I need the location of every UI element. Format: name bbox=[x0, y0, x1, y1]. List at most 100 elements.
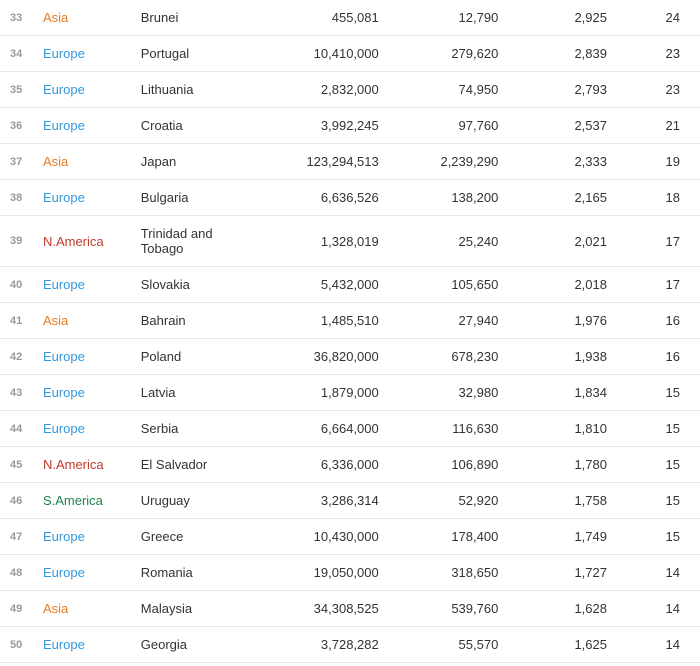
value-cell-1: 2,832,000 bbox=[254, 72, 384, 108]
continent-link[interactable]: N.America bbox=[37, 216, 135, 267]
value-cell-2: 74,950 bbox=[385, 72, 505, 108]
country-cell: Croatia bbox=[135, 108, 255, 144]
continent-link[interactable]: Asia bbox=[37, 144, 135, 180]
value-cell-4: 14 bbox=[613, 591, 700, 627]
value-cell-3: 1,749 bbox=[504, 519, 613, 555]
value-cell-3: 2,018 bbox=[504, 267, 613, 303]
value-cell-4: 23 bbox=[613, 36, 700, 72]
value-cell-3: 2,839 bbox=[504, 36, 613, 72]
rank-cell: 46 bbox=[0, 483, 37, 519]
country-cell: Slovakia bbox=[135, 267, 255, 303]
value-cell-4: 15 bbox=[613, 483, 700, 519]
value-cell-4: 21 bbox=[613, 108, 700, 144]
value-cell-2: 678,230 bbox=[385, 339, 505, 375]
continent-link[interactable]: Asia bbox=[37, 303, 135, 339]
value-cell-4: 15 bbox=[613, 375, 700, 411]
country-cell: Romania bbox=[135, 555, 255, 591]
value-cell-1: 6,664,000 bbox=[254, 411, 384, 447]
value-cell-2: 52,920 bbox=[385, 483, 505, 519]
table-row: 37AsiaJapan123,294,5132,239,2902,33319 bbox=[0, 144, 700, 180]
rank-cell: 35 bbox=[0, 72, 37, 108]
value-cell-2: 178,400 bbox=[385, 519, 505, 555]
rank-cell: 41 bbox=[0, 303, 37, 339]
table-row: 42EuropePoland36,820,000678,2301,93816 bbox=[0, 339, 700, 375]
rank-cell: 49 bbox=[0, 591, 37, 627]
table-row: 49AsiaMalaysia34,308,525539,7601,62814 bbox=[0, 591, 700, 627]
country-cell: Japan bbox=[135, 144, 255, 180]
country-cell: Lithuania bbox=[135, 72, 255, 108]
value-cell-1: 19,050,000 bbox=[254, 555, 384, 591]
country-cell: Bahrain bbox=[135, 303, 255, 339]
continent-link[interactable]: Europe bbox=[37, 411, 135, 447]
continent-link[interactable]: Europe bbox=[37, 36, 135, 72]
continent-link[interactable]: Europe bbox=[37, 108, 135, 144]
table-row: 43EuropeLatvia1,879,00032,9801,83415 bbox=[0, 375, 700, 411]
value-cell-3: 2,333 bbox=[504, 144, 613, 180]
value-cell-1: 3,992,245 bbox=[254, 108, 384, 144]
continent-link[interactable]: Asia bbox=[37, 591, 135, 627]
value-cell-3: 1,628 bbox=[504, 591, 613, 627]
value-cell-4: 14 bbox=[613, 555, 700, 591]
value-cell-1: 36,820,000 bbox=[254, 339, 384, 375]
country-cell: El Salvador bbox=[135, 447, 255, 483]
value-cell-1: 1,485,510 bbox=[254, 303, 384, 339]
rank-cell: 37 bbox=[0, 144, 37, 180]
value-cell-1: 1,328,019 bbox=[254, 216, 384, 267]
value-cell-2: 279,620 bbox=[385, 36, 505, 72]
value-cell-3: 1,938 bbox=[504, 339, 613, 375]
data-table: 33AsiaBrunei455,08112,7902,9252434Europe… bbox=[0, 0, 700, 663]
value-cell-4: 16 bbox=[613, 339, 700, 375]
table-row: 33AsiaBrunei455,08112,7902,92524 bbox=[0, 0, 700, 36]
country-cell: Brunei bbox=[135, 0, 255, 36]
continent-link[interactable]: Asia bbox=[37, 0, 135, 36]
table-row: 35EuropeLithuania2,832,00074,9502,79323 bbox=[0, 72, 700, 108]
continent-link[interactable]: Europe bbox=[37, 267, 135, 303]
country-cell: Bulgaria bbox=[135, 180, 255, 216]
value-cell-3: 2,793 bbox=[504, 72, 613, 108]
value-cell-2: 2,239,290 bbox=[385, 144, 505, 180]
continent-link[interactable]: Europe bbox=[37, 180, 135, 216]
value-cell-1: 10,410,000 bbox=[254, 36, 384, 72]
rank-cell: 42 bbox=[0, 339, 37, 375]
value-cell-2: 116,630 bbox=[385, 411, 505, 447]
country-cell: Uruguay bbox=[135, 483, 255, 519]
value-cell-4: 17 bbox=[613, 216, 700, 267]
rank-cell: 36 bbox=[0, 108, 37, 144]
table-row: 44EuropeSerbia6,664,000116,6301,81015 bbox=[0, 411, 700, 447]
table-row: 36EuropeCroatia3,992,24597,7602,53721 bbox=[0, 108, 700, 144]
table-row: 45N.AmericaEl Salvador6,336,000106,8901,… bbox=[0, 447, 700, 483]
value-cell-2: 318,650 bbox=[385, 555, 505, 591]
value-cell-4: 16 bbox=[613, 303, 700, 339]
value-cell-2: 32,980 bbox=[385, 375, 505, 411]
value-cell-4: 14 bbox=[613, 627, 700, 663]
value-cell-3: 1,727 bbox=[504, 555, 613, 591]
value-cell-1: 10,430,000 bbox=[254, 519, 384, 555]
country-cell: Latvia bbox=[135, 375, 255, 411]
rank-cell: 45 bbox=[0, 447, 37, 483]
continent-link[interactable]: S.America bbox=[37, 483, 135, 519]
country-cell: Georgia bbox=[135, 627, 255, 663]
value-cell-4: 18 bbox=[613, 180, 700, 216]
value-cell-4: 23 bbox=[613, 72, 700, 108]
rank-cell: 47 bbox=[0, 519, 37, 555]
continent-link[interactable]: Europe bbox=[37, 555, 135, 591]
continent-link[interactable]: Europe bbox=[37, 72, 135, 108]
value-cell-3: 2,165 bbox=[504, 180, 613, 216]
continent-link[interactable]: Europe bbox=[37, 627, 135, 663]
value-cell-2: 105,650 bbox=[385, 267, 505, 303]
country-cell: Poland bbox=[135, 339, 255, 375]
continent-link[interactable]: Europe bbox=[37, 339, 135, 375]
continent-link[interactable]: Europe bbox=[37, 375, 135, 411]
value-cell-2: 25,240 bbox=[385, 216, 505, 267]
value-cell-1: 3,286,314 bbox=[254, 483, 384, 519]
value-cell-3: 2,925 bbox=[504, 0, 613, 36]
value-cell-4: 24 bbox=[613, 0, 700, 36]
country-cell: Portugal bbox=[135, 36, 255, 72]
value-cell-1: 455,081 bbox=[254, 0, 384, 36]
table-row: 38EuropeBulgaria6,636,526138,2002,16518 bbox=[0, 180, 700, 216]
table-row: 40EuropeSlovakia5,432,000105,6502,01817 bbox=[0, 267, 700, 303]
continent-link[interactable]: Europe bbox=[37, 519, 135, 555]
continent-link[interactable]: N.America bbox=[37, 447, 135, 483]
table-row: 50EuropeGeorgia3,728,28255,5701,62514 bbox=[0, 627, 700, 663]
value-cell-3: 1,834 bbox=[504, 375, 613, 411]
